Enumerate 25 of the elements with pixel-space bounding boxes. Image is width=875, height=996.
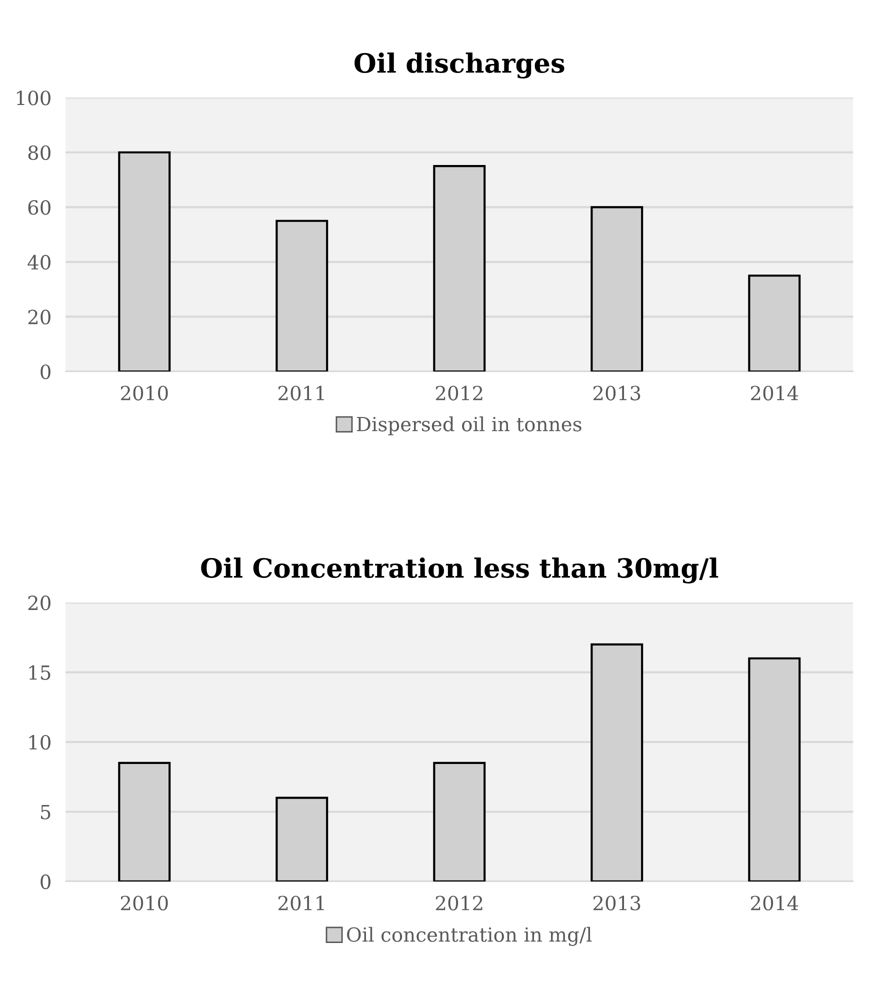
x-tick-label: 2011 bbox=[278, 896, 324, 910]
x-tick-label: 2010 bbox=[120, 386, 168, 400]
legend-label: Oil concentration in mg/l bbox=[347, 926, 592, 946]
legend-label: Dispersed oil in tonnes bbox=[356, 416, 582, 436]
x-tick-label: 2014 bbox=[750, 896, 798, 910]
x-tick-label: 2013 bbox=[593, 896, 640, 910]
x-tick-label: 2014 bbox=[750, 386, 798, 400]
x-tick-label: 2010 bbox=[120, 896, 168, 910]
y-tick-label: 100 bbox=[16, 90, 50, 106]
y-tick-label: 15 bbox=[29, 665, 50, 680]
y-tick-label: 0 bbox=[40, 874, 50, 890]
chart-title: Oil Concentration less than 30mg/l bbox=[201, 558, 718, 584]
x-tick-label: 2012 bbox=[436, 896, 482, 910]
y-tick-label: 60 bbox=[28, 200, 50, 215]
x-tick-label: 2013 bbox=[593, 386, 640, 400]
x-tick-label: 2011 bbox=[278, 386, 324, 400]
y-tick-label: 80 bbox=[28, 145, 50, 160]
y-tick-label: 0 bbox=[40, 364, 50, 380]
chart-title: Oil discharges bbox=[354, 52, 564, 78]
x-tick-label: 2012 bbox=[436, 386, 482, 400]
y-tick-label: 5 bbox=[41, 804, 50, 820]
y-tick-label: 20 bbox=[28, 310, 50, 324]
y-tick-label: 40 bbox=[28, 254, 50, 270]
y-tick-label: 20 bbox=[28, 596, 50, 610]
y-tick-label: 10 bbox=[29, 734, 50, 750]
